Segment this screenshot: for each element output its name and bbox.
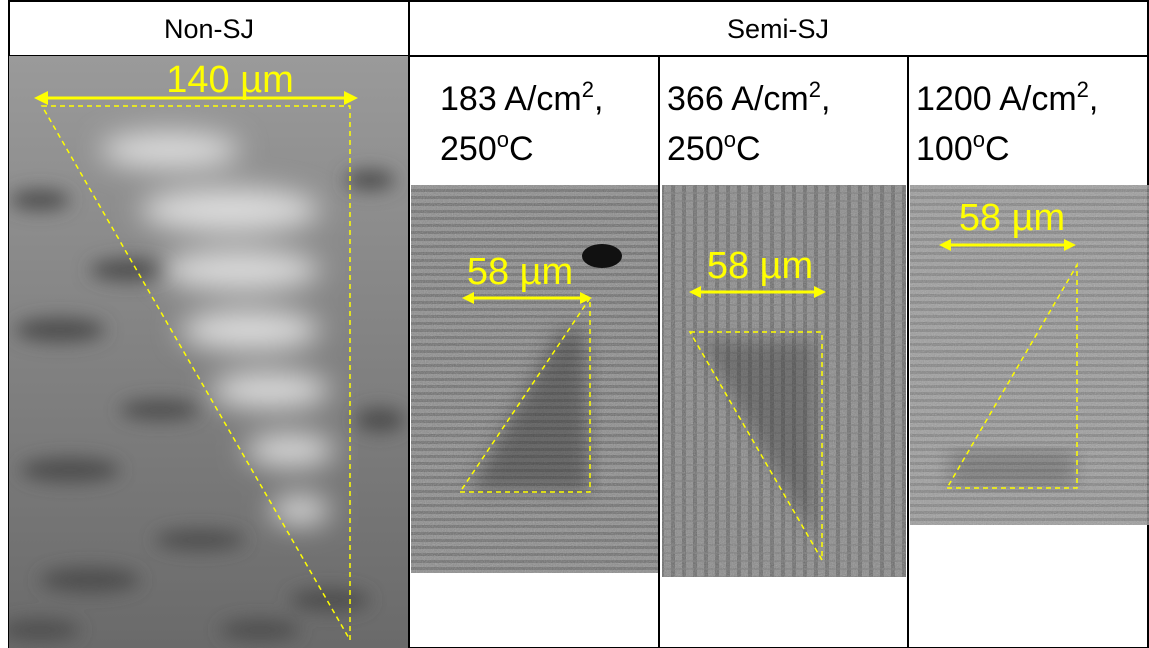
label-superscript: o bbox=[724, 127, 736, 152]
condition-label: 183 A/cm2, bbox=[440, 77, 603, 118]
micrograph: 58 µm bbox=[662, 185, 906, 577]
label-text: 183 A/cm bbox=[440, 80, 582, 118]
micrograph: 58 µm bbox=[910, 185, 1149, 525]
label-suffix: C bbox=[736, 130, 761, 168]
label-suffix: C bbox=[509, 130, 534, 168]
label-superscript: 2 bbox=[809, 77, 821, 102]
label-suffix: , bbox=[821, 80, 830, 118]
scale-label: 58 µm bbox=[959, 197, 1065, 239]
scale-label: 58 µm bbox=[707, 245, 813, 287]
label-superscript: 2 bbox=[582, 77, 594, 102]
label-text: 100 bbox=[916, 130, 973, 168]
label-superscript: o bbox=[497, 127, 509, 152]
micrograph: 58 µm bbox=[411, 185, 658, 573]
label-superscript: 2 bbox=[1077, 77, 1089, 102]
label-text: 250 bbox=[440, 130, 497, 168]
condition-label: 250oC bbox=[440, 127, 534, 168]
label-suffix: C bbox=[985, 130, 1010, 168]
label-text: 1200 A/cm bbox=[916, 80, 1077, 118]
figure: Non-SJ Semi-SJ 140 µm bbox=[0, 0, 1149, 648]
condition-label: 250oC bbox=[667, 127, 761, 168]
scale-label: 140 µm bbox=[166, 59, 294, 101]
label-suffix: , bbox=[1089, 80, 1098, 118]
condition-label: 100oC bbox=[916, 127, 1010, 168]
label-suffix: , bbox=[594, 80, 603, 118]
header-label: Non-SJ bbox=[164, 14, 254, 44]
condition-label: 1200 A/cm2, bbox=[916, 77, 1098, 118]
label-text: 366 A/cm bbox=[667, 80, 809, 118]
label-superscript: o bbox=[973, 127, 985, 152]
header-label: Semi-SJ bbox=[727, 14, 829, 44]
condition-label: 366 A/cm2, bbox=[667, 77, 830, 118]
micrograph: 140 µm bbox=[0, 56, 408, 648]
scale-label: 58 µm bbox=[467, 251, 573, 293]
label-text: 250 bbox=[667, 130, 724, 168]
